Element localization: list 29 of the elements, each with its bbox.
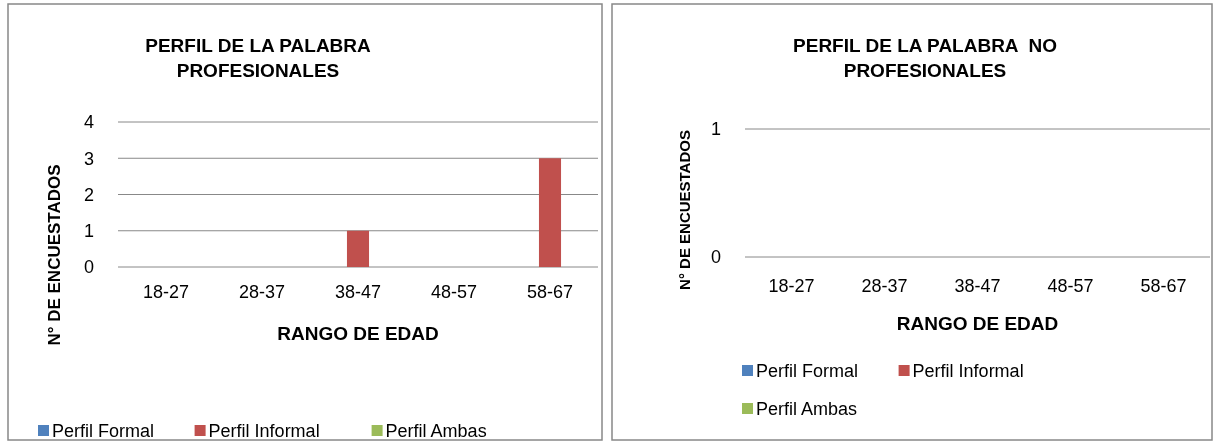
- y-tick-label: 1: [83, 221, 94, 242]
- legend-label: Perfil Informal: [912, 361, 1024, 381]
- chart-title: PERFIL DE LA PALABRA NO PROFESIONALES: [793, 35, 1057, 81]
- legend-label: Perfil Formal: [756, 361, 859, 381]
- x-tick-label: 18-27: [768, 276, 815, 296]
- y-axis-title: N° DE ENCUESTADOS: [676, 130, 693, 290]
- legend-label: Perfil Formal: [52, 421, 155, 441]
- x-axis-title: RANGO DE EDAD: [277, 323, 439, 344]
- y-axis-title: N° DE ENCUESTADOS: [45, 164, 64, 346]
- x-tick-label: 58-67: [526, 282, 574, 302]
- y-tick-label: 1: [710, 119, 721, 140]
- y-tick-label: 4: [83, 112, 94, 133]
- x-tick-label: 48-57: [1047, 276, 1094, 296]
- legend-label: Perfil Informal: [208, 421, 320, 441]
- y-tick-label: 0: [710, 247, 721, 268]
- legend-label: Perfil Ambas: [385, 421, 487, 441]
- x-axis-title: RANGO DE EDAD: [896, 313, 1059, 334]
- x-tick-label: 38-47: [954, 276, 1001, 296]
- x-tick-label: 28-37: [861, 276, 908, 296]
- x-tick-label: 28-37: [238, 282, 286, 302]
- chart-title: PERFIL DE LA PALABRA PROFESIONALES: [145, 35, 372, 81]
- x-tick-label: 38-47: [334, 282, 382, 302]
- y-tick-label: 2: [83, 184, 94, 205]
- x-tick-label: 58-67: [1140, 276, 1187, 296]
- x-tick-label: 48-57: [430, 282, 478, 302]
- legend-label: Perfil Ambas: [756, 399, 858, 419]
- y-tick-label: 3: [83, 148, 94, 169]
- x-tick-label: 18-27: [142, 282, 190, 302]
- y-tick-label: 0: [83, 257, 94, 278]
